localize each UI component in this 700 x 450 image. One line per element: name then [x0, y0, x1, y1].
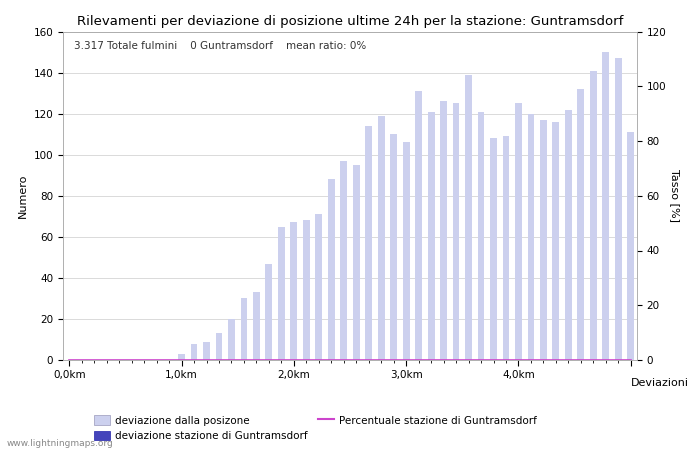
Legend: deviazione dalla posizone, deviazione stazione di Guntramsdorf, Percentuale staz: deviazione dalla posizone, deviazione st…: [90, 411, 541, 445]
Bar: [340, 161, 347, 360]
Bar: [265, 264, 272, 360]
Bar: [290, 222, 298, 360]
Bar: [190, 344, 197, 360]
Bar: [540, 120, 547, 360]
Bar: [303, 220, 310, 360]
Bar: [465, 75, 472, 360]
Bar: [603, 52, 609, 360]
Bar: [503, 136, 510, 360]
Bar: [615, 58, 622, 360]
Bar: [590, 71, 597, 360]
Y-axis label: Tasso [%]: Tasso [%]: [671, 169, 680, 222]
Bar: [365, 126, 372, 360]
Bar: [552, 122, 559, 360]
Bar: [228, 319, 235, 360]
Bar: [328, 179, 335, 360]
Bar: [578, 89, 584, 360]
Bar: [216, 333, 223, 360]
X-axis label: Deviazioni: Deviazioni: [631, 378, 689, 388]
Bar: [253, 292, 260, 360]
Y-axis label: Numero: Numero: [18, 174, 28, 218]
Bar: [528, 113, 534, 360]
Text: 3.317 Totale fulmini    0 Guntramsdorf    mean ratio: 0%: 3.317 Totale fulmini 0 Guntramsdorf mean…: [74, 41, 367, 51]
Bar: [477, 112, 484, 360]
Bar: [565, 109, 572, 360]
Bar: [203, 342, 210, 360]
Bar: [440, 101, 447, 360]
Bar: [627, 132, 634, 360]
Bar: [316, 214, 322, 360]
Bar: [428, 112, 435, 360]
Text: www.lightningmaps.org: www.lightningmaps.org: [7, 439, 113, 448]
Bar: [390, 134, 397, 360]
Bar: [178, 354, 185, 360]
Bar: [241, 298, 247, 360]
Bar: [278, 226, 285, 360]
Title: Rilevamenti per deviazione di posizione ultime 24h per la stazione: Guntramsdorf: Rilevamenti per deviazione di posizione …: [77, 14, 623, 27]
Bar: [378, 116, 384, 360]
Bar: [490, 138, 497, 360]
Bar: [415, 91, 422, 360]
Bar: [453, 104, 459, 360]
Bar: [402, 142, 409, 360]
Bar: [353, 165, 360, 360]
Bar: [515, 104, 522, 360]
